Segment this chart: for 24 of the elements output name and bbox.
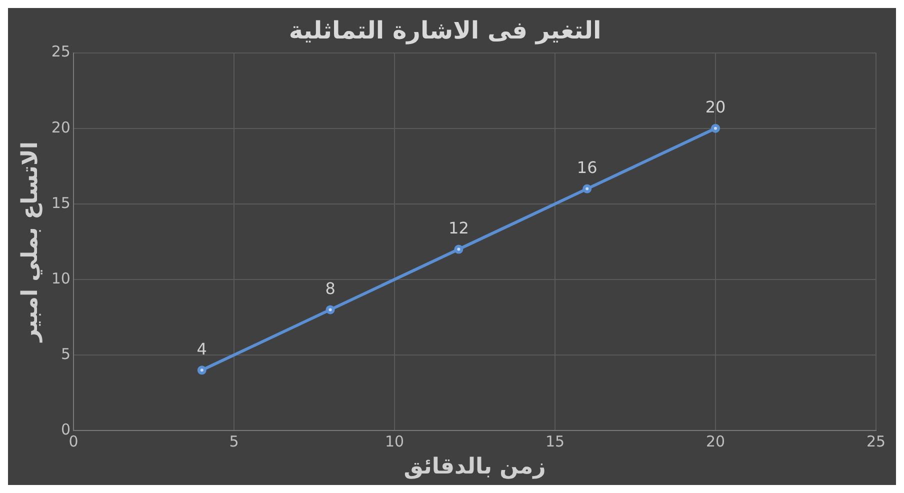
data-label: 20 xyxy=(705,98,726,117)
x-tick-label: 15 xyxy=(545,432,565,450)
y-tick-label: 25 xyxy=(51,42,70,61)
point xyxy=(582,184,592,194)
point xyxy=(454,244,464,254)
y-axis-title: الاتساع بملي امبير xyxy=(18,142,43,343)
data-label: 4 xyxy=(196,339,207,358)
data-label: 8 xyxy=(325,278,336,298)
chart-title: التغير فى الاشارة التماثلية xyxy=(288,16,602,45)
point xyxy=(710,124,720,133)
y-tick-label: 15 xyxy=(51,194,70,212)
point xyxy=(197,366,206,375)
x-tick-label: 25 xyxy=(866,432,886,450)
y-tick-label: 0 xyxy=(60,420,70,438)
y-tick-label: 10 xyxy=(51,269,70,288)
y-tick-label: 5 xyxy=(60,344,70,363)
data-label: 16 xyxy=(576,158,598,177)
point xyxy=(326,305,335,314)
x-tick-label: 20 xyxy=(706,432,726,450)
x-tick-label: 10 xyxy=(384,432,404,450)
y-tick-label: 20 xyxy=(51,118,70,136)
x-tick-label: 5 xyxy=(229,432,239,450)
data-label: 12 xyxy=(448,218,469,238)
x-axis-title: زمن بالدقائق xyxy=(404,454,546,480)
